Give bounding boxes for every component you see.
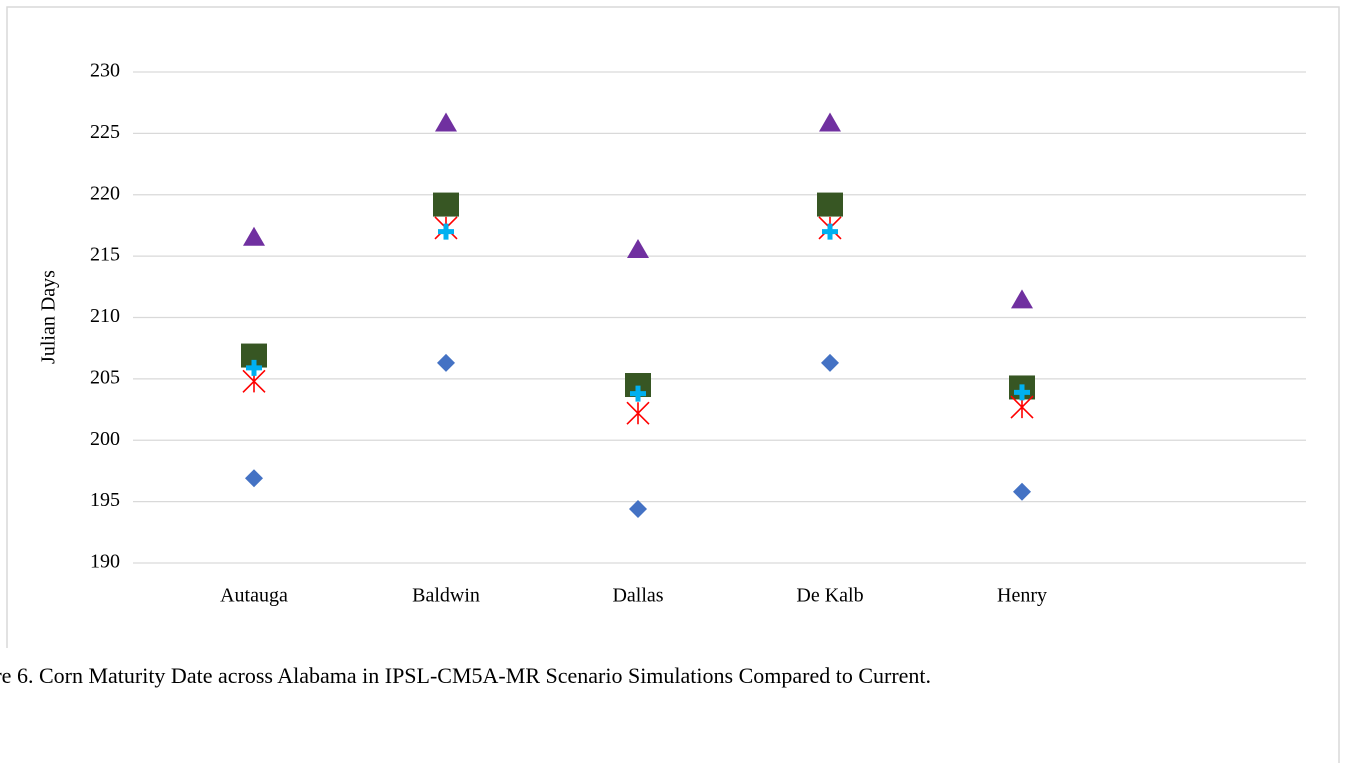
y-axis-title: Julian Days	[38, 270, 60, 364]
y-tick-label: 220	[90, 182, 120, 204]
marker	[1014, 384, 1030, 401]
marker	[630, 385, 646, 402]
marker	[822, 223, 838, 240]
y-tick-label: 190	[90, 551, 120, 573]
x-tick-label: Dallas	[612, 585, 663, 607]
marker	[433, 192, 459, 217]
marker	[626, 401, 650, 425]
marker	[435, 112, 457, 132]
y-tick-label: 205	[90, 366, 120, 388]
caption: Figure 6. Corn Maturity Date across Alab…	[0, 663, 932, 688]
marker	[629, 499, 647, 518]
y-tick-label: 225	[90, 121, 120, 143]
x-tick-label: Henry	[997, 585, 1047, 607]
marker	[819, 112, 841, 132]
x-tick-label: Autauga	[220, 585, 288, 607]
y-tick-label: 195	[90, 489, 120, 511]
marker	[246, 359, 262, 376]
marker	[437, 353, 455, 372]
x-tick-label: Baldwin	[412, 585, 480, 607]
y-tick-label: 200	[90, 428, 120, 450]
y-tick-label: 215	[90, 244, 120, 266]
marker	[821, 353, 839, 372]
marker	[438, 223, 454, 240]
marker	[243, 226, 265, 246]
marker	[1011, 289, 1033, 309]
chart-border	[6, 6, 1340, 763]
x-axis-title: Counties	[684, 646, 755, 668]
y-tick-label: 230	[90, 60, 120, 82]
marker	[245, 469, 263, 488]
x-tick-label: De Kalb	[796, 585, 863, 607]
marker	[817, 192, 843, 217]
y-tick-label: 210	[90, 305, 120, 327]
marker	[1013, 482, 1031, 501]
marker	[627, 238, 649, 258]
